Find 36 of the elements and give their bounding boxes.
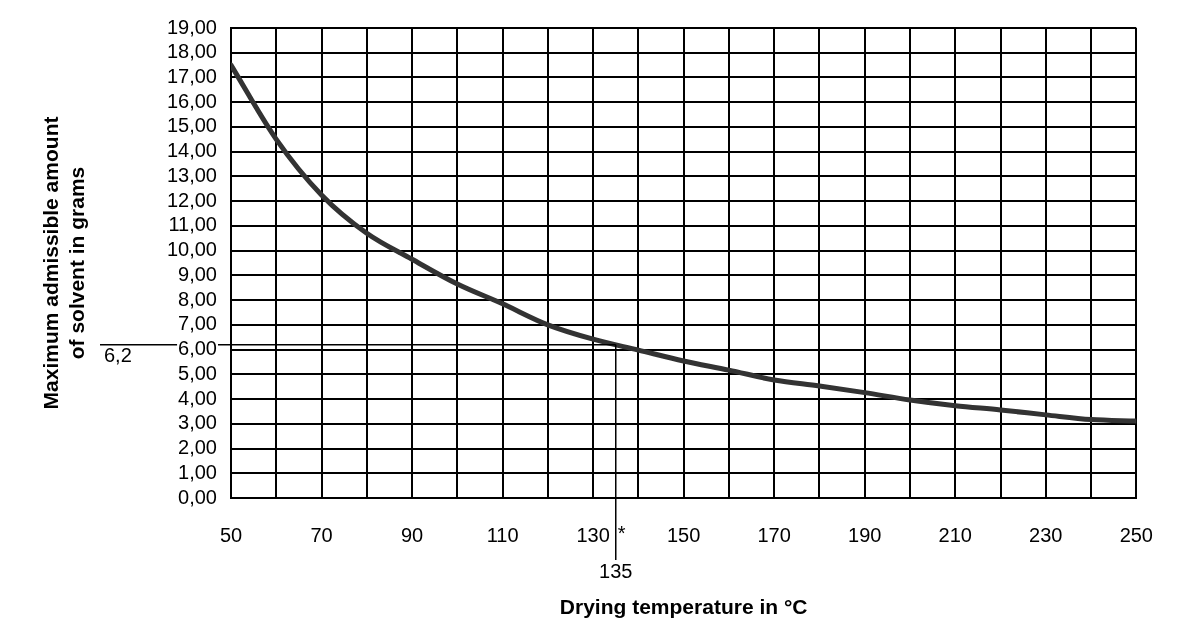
y-axis-title: Maximum admissible amount of solvent in grams [39,116,88,410]
y-tick-label: 8,00 [178,287,217,310]
y-tick-label: 16,00 [166,89,217,112]
y-tick-label: 9,00 [178,262,217,285]
x-tick-label: 70 [310,523,333,546]
x-tick-label: 130 [576,523,610,546]
x-axis-title: Drying temperature in °C [559,595,808,619]
x-tick-label: 150 [666,523,701,546]
y-tick-label: 19,00 [166,15,217,38]
y-tick-label: 7,00 [178,312,217,335]
y-tick-label: 14,00 [166,139,217,162]
x-tick-label: 230 [1029,523,1063,546]
x-tick-label: 190 [848,523,882,546]
x-tick-label: 250 [1119,523,1153,546]
y-tick-label: 5,00 [178,361,217,384]
ref-line-label: 6,2 [104,344,132,367]
y-tick-label: 18,00 [166,40,217,63]
y-tick-label: 4,00 [178,386,217,409]
x-tick-label: 210 [938,523,972,546]
y-tick-label: 3,00 [178,411,217,434]
y-tick-label: 15,00 [166,114,217,137]
y-tick-label: 11,00 [168,213,217,236]
ref-line-label: 135 [599,559,633,582]
text: * [617,521,626,544]
y-tick-label: 0,00 [178,485,217,508]
y-tick-label: 10,00 [166,238,217,261]
x-tick-label: 170 [757,523,791,546]
y-tick-label: 12,00 [166,188,217,211]
x-tick-label: 50 [219,523,243,546]
x-tick-label: 110 [486,523,519,546]
y-tick-label: 6,00 [178,337,217,360]
y-tick-label: 1,00 [178,460,217,483]
y-tick-label: 13,00 [166,163,217,186]
y-tick-label: 17,00 [166,64,217,87]
y-tick-label: 2,00 [178,436,217,459]
x-tick-label: 90 [400,523,424,546]
